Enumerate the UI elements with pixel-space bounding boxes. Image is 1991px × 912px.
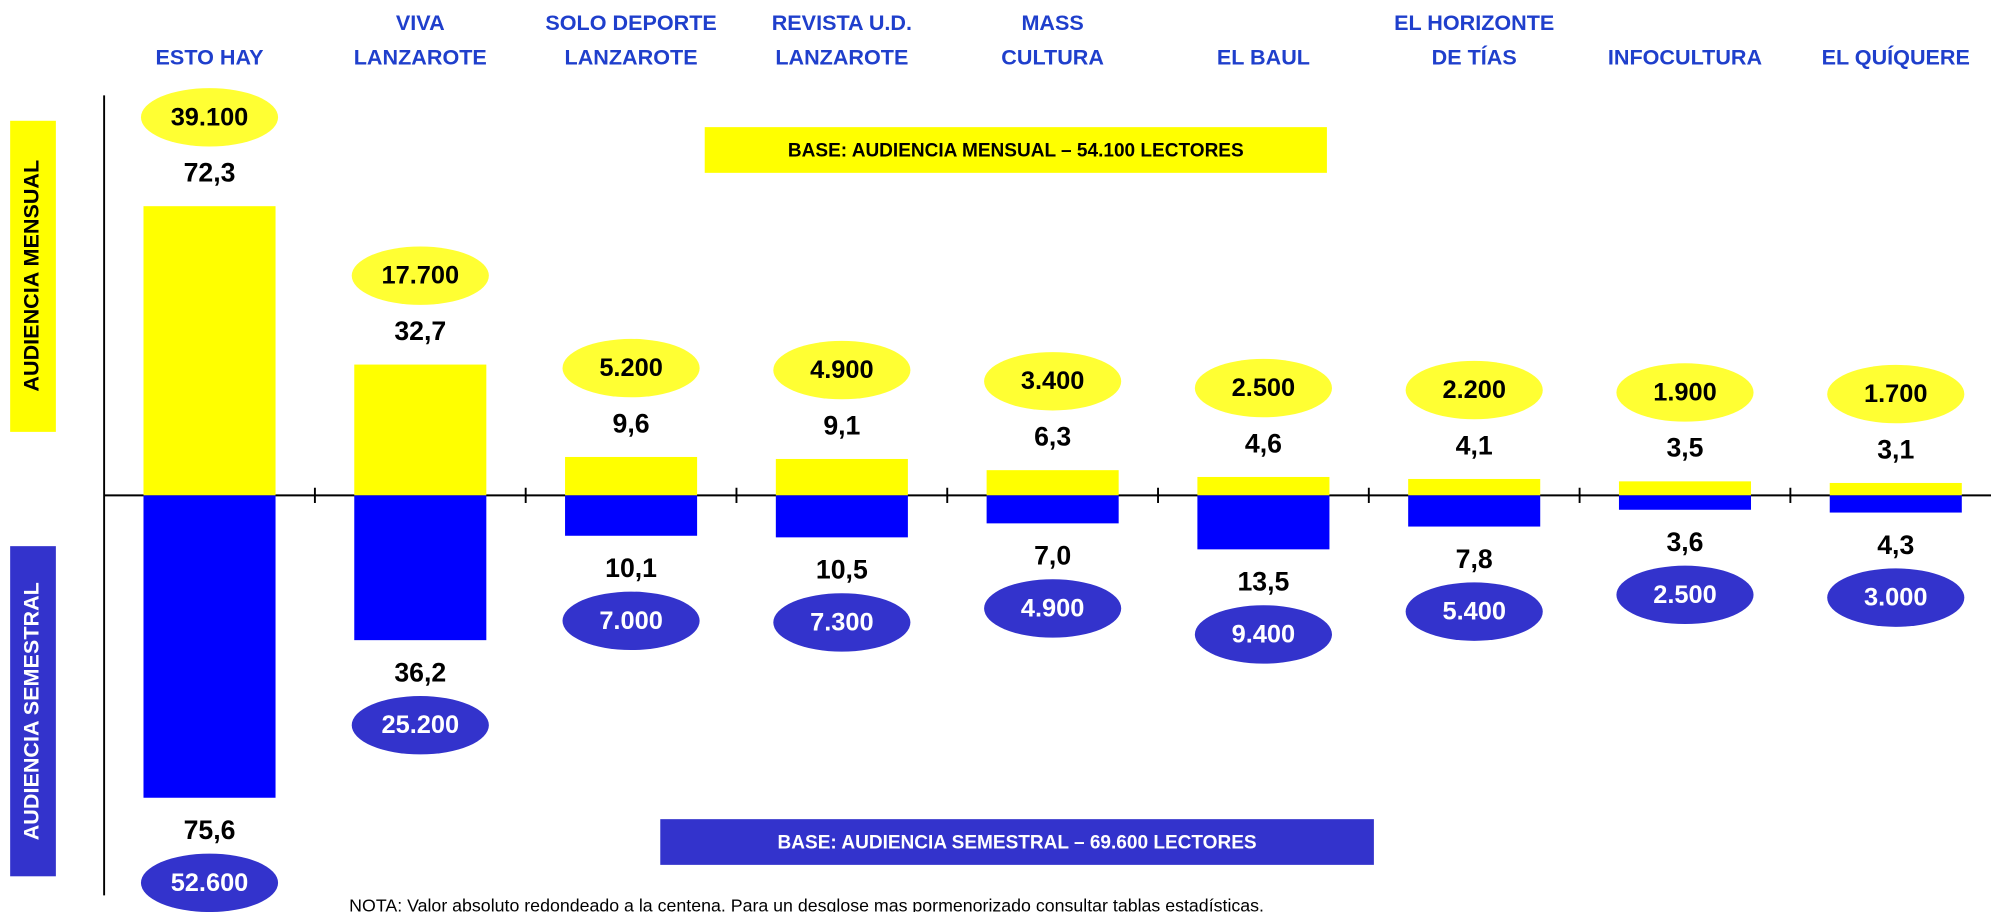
count-badge: [140, 853, 279, 912]
category-label: DE TÍAS: [1432, 44, 1517, 69]
count-label: 1.700: [1864, 380, 1928, 408]
bar: [1197, 495, 1330, 550]
count-badge: [1194, 358, 1332, 418]
base-label: BASE: AUDIENCIA SEMESTRAL – 69.600 LECTO…: [778, 832, 1257, 853]
base-label: BASE: AUDIENCIA MENSUAL – 54.100 LECTORE…: [788, 140, 1244, 161]
count-label: 7.300: [810, 608, 874, 636]
category-label: EL QUÍQUERE: [1822, 44, 1970, 69]
count-badge: [1194, 605, 1332, 664]
count-badge: [562, 338, 700, 398]
category-label: LANZAROTE: [775, 44, 908, 69]
category-label: LANZAROTE: [354, 44, 487, 69]
value-label: 9,6: [613, 408, 650, 438]
count-label: 17.700: [381, 262, 459, 290]
count-label: 2.500: [1653, 581, 1717, 609]
value-label: 4,1: [1456, 430, 1493, 460]
count-label: 7.000: [599, 607, 663, 635]
category-label: VIVA: [396, 10, 445, 35]
value-label: 32,7: [394, 316, 446, 346]
count-badge: [984, 579, 1122, 638]
value-label: 4,3: [1877, 530, 1914, 560]
count-label: 3.400: [1021, 367, 1085, 395]
category-label: REVISTA U.D.: [772, 10, 912, 35]
bar: [1408, 478, 1541, 496]
bar: [1618, 495, 1752, 510]
count-badge: [351, 246, 489, 305]
category-label: LANZAROTE: [565, 44, 698, 69]
base-box: [704, 127, 1327, 173]
count-badge: [1405, 582, 1543, 641]
count-label: 25.200: [381, 711, 459, 739]
count-label: 5.400: [1442, 598, 1506, 626]
count-label: 3.000: [1864, 584, 1928, 612]
value-label: 3,5: [1666, 433, 1703, 463]
count-label: 1.900: [1653, 378, 1717, 406]
count-badge: [773, 593, 911, 652]
category-label: SOLO DEPORTE: [545, 10, 716, 35]
bar: [775, 458, 908, 496]
bar: [1829, 482, 1962, 496]
bar: [354, 364, 487, 496]
value-label: 72,3: [184, 157, 236, 187]
bar: [1408, 495, 1541, 527]
value-label: 4,6: [1245, 428, 1282, 458]
count-label: 39.100: [171, 103, 249, 131]
value-label: 3,6: [1666, 527, 1703, 557]
value-label: 10,5: [816, 555, 868, 585]
bar: [986, 470, 1119, 496]
legend-label: AUDIENCIA SEMESTRAL: [19, 582, 44, 840]
count-badge: [1405, 360, 1543, 420]
count-badge: [984, 352, 1122, 411]
bar: [354, 495, 487, 641]
value-label: 7,0: [1034, 541, 1071, 571]
value-label: 6,3: [1034, 421, 1071, 451]
value-label: 36,2: [394, 657, 446, 687]
bar: [565, 456, 698, 496]
count-badge: [773, 340, 911, 400]
count-badge: [562, 591, 700, 651]
value-label: 13,5: [1237, 567, 1289, 597]
value-label: 10,1: [605, 553, 657, 583]
category-label: CULTURA: [1001, 44, 1104, 69]
count-badge: [140, 88, 279, 147]
count-label: 5.200: [599, 354, 663, 382]
category-label: MASS: [1021, 10, 1083, 35]
bar: [1197, 476, 1330, 496]
bar: [986, 495, 1119, 524]
legend-label: AUDIENCIA MENSUAL: [19, 160, 44, 392]
legend-box-semestral: [10, 546, 56, 877]
count-label: 2.200: [1442, 376, 1506, 404]
category-label: EL HORIZONTE: [1394, 10, 1554, 35]
bar: [565, 495, 698, 536]
count-badge: [1827, 364, 1965, 424]
base-box: [660, 819, 1374, 865]
count-badge: [1616, 363, 1754, 422]
count-badge: [351, 696, 489, 755]
bar: [775, 495, 908, 538]
bar: [1618, 481, 1752, 496]
count-label: 52.600: [171, 869, 249, 897]
count-label: 4.900: [1021, 594, 1085, 622]
category-label: ESTO HAY: [156, 44, 265, 69]
count-label: 4.900: [810, 356, 874, 384]
bar: [143, 206, 276, 496]
count-label: 2.500: [1232, 374, 1296, 402]
value-label: 3,1: [1877, 434, 1914, 464]
value-label: 9,1: [823, 410, 860, 440]
value-label: 7,8: [1456, 544, 1493, 574]
count-label: 9.400: [1232, 620, 1296, 648]
count-badge: [1616, 565, 1754, 625]
category-label: INFOCULTURA: [1608, 44, 1763, 69]
bar: [143, 495, 276, 798]
value-label: 75,6: [184, 815, 236, 845]
category-label: EL BAUL: [1217, 44, 1310, 69]
legend-box-monthly: [10, 120, 56, 432]
count-badge: [1827, 568, 1965, 627]
note: NOTA: Valor absoluto redondeado a la cen…: [349, 895, 1264, 912]
bar: [1829, 495, 1962, 513]
